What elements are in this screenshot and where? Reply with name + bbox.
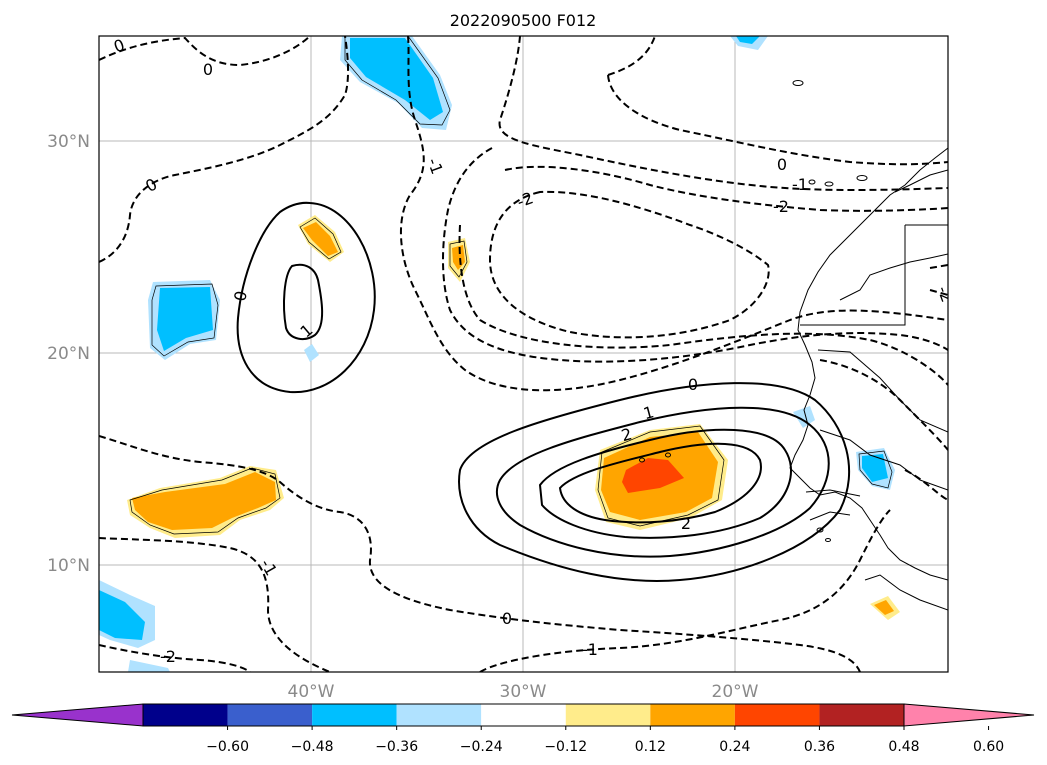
- contour-m1-northeast: [607, 36, 948, 166]
- contour-0-northeast: [498, 36, 948, 191]
- colorbar-tick-label: −0.60: [206, 739, 249, 755]
- contour-m1-south: [99, 537, 331, 672]
- colorbar-tick-label: −0.36: [375, 739, 418, 755]
- lat-label-30n: 30°N: [47, 132, 90, 152]
- longitude-labels: 40°W 30°W 20°W: [288, 682, 759, 702]
- colorbar-outline: [142, 703, 905, 727]
- contour-0-closed-south: [458, 382, 851, 582]
- contour-m2-east-short: [904, 469, 948, 501]
- colorbar-segment: [565, 704, 651, 726]
- contour-m2-north-outer: [504, 165, 948, 212]
- contour-m2-east: [458, 224, 948, 386]
- contour-0-north: [400, 36, 948, 392]
- map-plot-area: 0 0 0 -1 -2 0 -1 -2 0 1 0 1 2 2 -1 0 -1 …: [98, 35, 957, 673]
- contour-label: 0: [777, 155, 787, 174]
- colorbar-extend-high: [903, 703, 1035, 727]
- colorbar-tick-label: 0.24: [719, 739, 750, 755]
- colorbar: −0.60 −0.48 −0.36 −0.24 −0.12 0.12 0.24 0.36 0.4…: [11, 703, 1035, 755]
- contour-label: 2: [619, 424, 634, 445]
- contour-m2-far-east: [929, 264, 948, 296]
- colorbar-tick-label: −0.24: [460, 739, 503, 755]
- contour-label: 2: [681, 514, 691, 533]
- latitude-labels: 30°N 20°N 10°N: [47, 132, 90, 576]
- contour-m2-closed-north: [488, 190, 770, 339]
- colorbar-tick-label: 0.12: [635, 739, 666, 755]
- contour-1-closed-west: [283, 263, 324, 341]
- fill-outlines: [129, 36, 893, 535]
- map-frame: [98, 35, 949, 673]
- colorbar-segment: [819, 704, 904, 726]
- lon-label-30w: 30°W: [500, 682, 547, 702]
- colorbar-segment: [734, 704, 820, 726]
- colorbar-extend-low: [11, 703, 144, 727]
- contour-m1-north: [442, 147, 948, 363]
- colorbar-tick-label: −0.12: [544, 739, 587, 755]
- lon-label-20w: 20°W: [712, 682, 759, 702]
- colorbar-segment: [481, 704, 566, 726]
- contour-2-closed-south: [538, 428, 793, 539]
- positive-fill-areas: [127, 215, 900, 620]
- colorbar-segment: [650, 704, 735, 726]
- contour-label: -1: [582, 640, 598, 659]
- contour-label: 0: [502, 609, 512, 628]
- contour-label: 1: [641, 402, 656, 423]
- contour-label: -1: [424, 155, 447, 176]
- contour-label: 0: [688, 375, 698, 394]
- contour-labels: 0 0 0 -1 -2 0 -1 -2 0 1 0 1 2 2 -1 0 -1 …: [111, 36, 957, 666]
- contour-label: -2: [160, 647, 176, 666]
- negative-contours: [99, 36, 948, 672]
- contour-label: 0: [203, 60, 213, 79]
- contour-0-west: [99, 36, 349, 263]
- lat-label-20n: 20°N: [47, 344, 90, 364]
- colorbar-segment: [312, 704, 397, 726]
- contour-2b-closed-south: [558, 442, 762, 524]
- contour-0-closed-west: [236, 201, 376, 394]
- contour-label: -2: [514, 188, 535, 211]
- contour-m2-southwest: [99, 644, 251, 672]
- contour-0-nw: [99, 36, 311, 67]
- lon-label-40w: 40°W: [288, 682, 335, 702]
- contour-1-closed-south: [495, 406, 830, 558]
- map-title: 2022090500 F012: [450, 11, 597, 30]
- colorbar-segment: [227, 704, 313, 726]
- contour-label: -2: [934, 283, 957, 304]
- colorbar-segment: [396, 704, 482, 726]
- contour-label: -2: [773, 197, 789, 216]
- colorbar-tick-label: −0.48: [291, 739, 334, 755]
- colorbar-tick-label: 0.48: [888, 739, 919, 755]
- contour-label: -1: [792, 175, 808, 194]
- lat-label-10n: 10°N: [47, 556, 90, 576]
- contour-0-south: [99, 435, 861, 672]
- contour-m2b-east: [819, 359, 948, 451]
- contour-m1-southeast: [479, 509, 891, 672]
- contour-label: 0: [230, 289, 250, 302]
- colorbar-segment: [143, 704, 228, 726]
- colorbar-tick-label: 0.36: [804, 739, 835, 755]
- positive-contours: [236, 201, 851, 582]
- colorbar-tick-label: 0.60: [973, 739, 1004, 755]
